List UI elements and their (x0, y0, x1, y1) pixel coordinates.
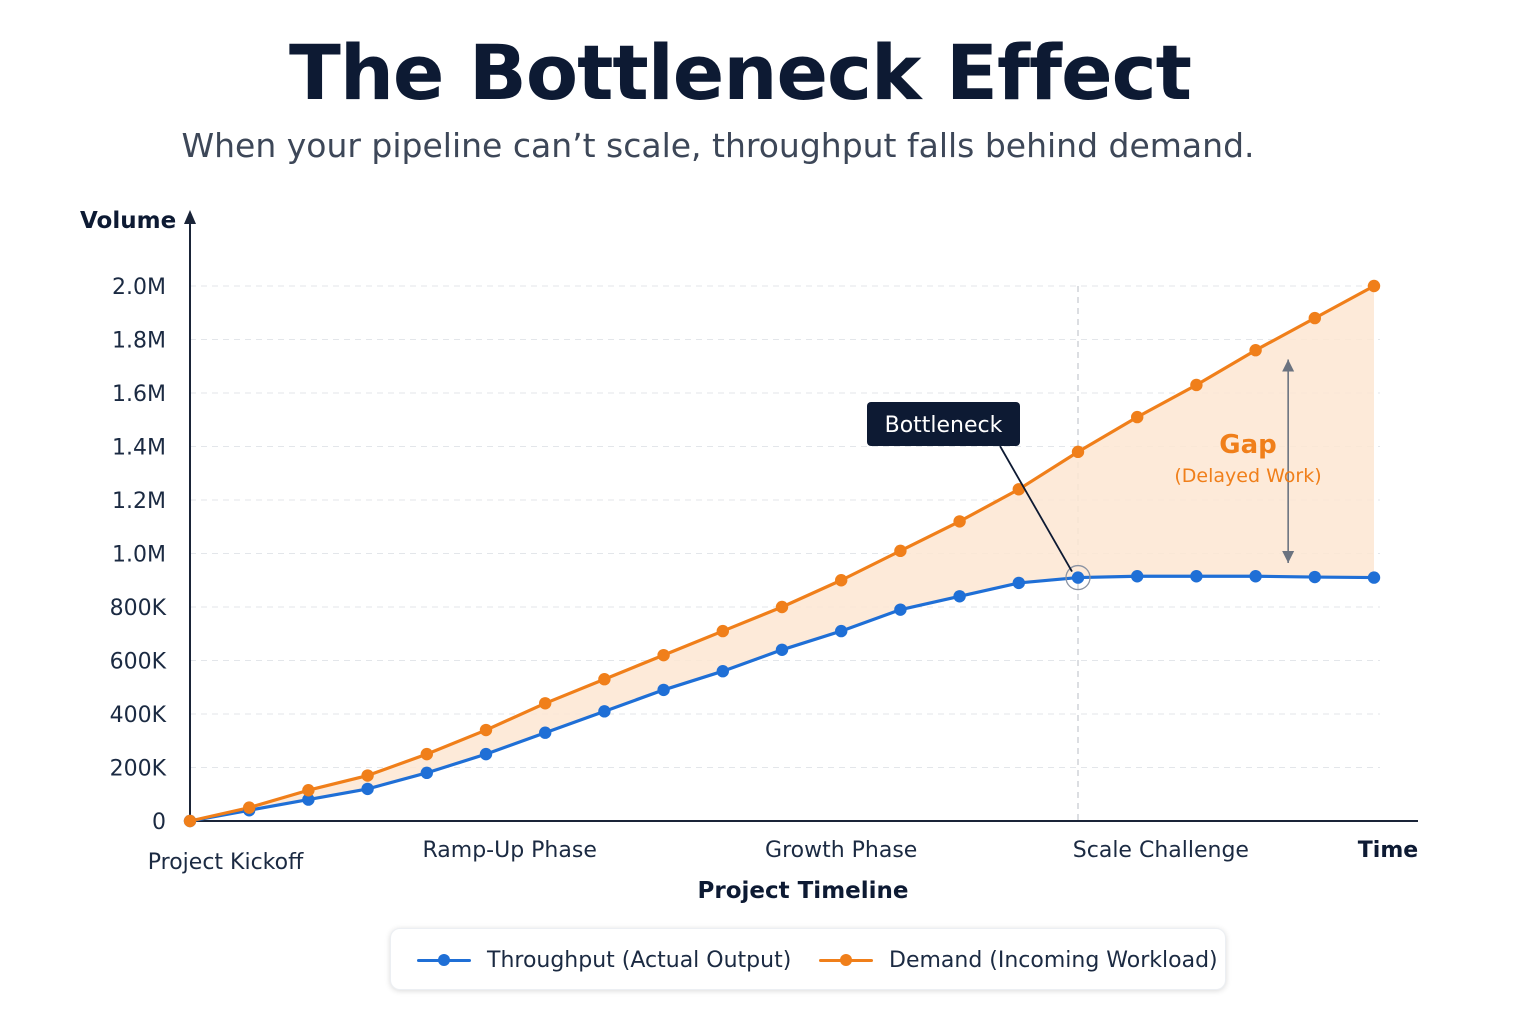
x-phase-label: Ramp-Up Phase (422, 838, 596, 863)
data-point-throughput (1308, 570, 1322, 584)
data-point-throughput (539, 726, 552, 739)
data-point-throughput (716, 665, 729, 678)
y-tick-label: 1.6M (112, 382, 166, 407)
y-tick-label: 600K (110, 650, 167, 675)
data-point-throughput (1367, 571, 1381, 584)
y-tick-label: 1.4M (112, 436, 166, 461)
y-tick-label: 1.2M (112, 489, 166, 514)
data-point-throughput (420, 766, 433, 780)
data-point-throughput (835, 624, 848, 638)
data-point-throughput (598, 705, 611, 718)
data-point-throughput (657, 683, 670, 697)
data-point-throughput (1190, 570, 1203, 583)
legend-label-demand: Demand (Incoming Workload) (889, 947, 1218, 973)
data-point-throughput (479, 747, 493, 761)
data-point-demand (420, 747, 433, 761)
legend-swatch-demand (819, 954, 873, 966)
bottleneck-highlight-ring (1065, 564, 1091, 591)
data-point-throughput (1012, 576, 1025, 590)
gap-sublabel: (Delayed Work) (1174, 465, 1321, 487)
x-phase-label: Scale Challenge (1073, 838, 1249, 863)
y-axis-arrow (184, 210, 196, 224)
data-point-demand (183, 814, 197, 828)
data-point-throughput (953, 590, 966, 603)
data-point-demand (1190, 378, 1203, 392)
chart-subtitle: When your pipeline can’t scale, throughp… (181, 126, 1255, 165)
chart-title: The Bottleneck Effect (288, 28, 1192, 117)
y-tick-label: 400K (110, 703, 167, 728)
y-axis-title: Volume (80, 208, 176, 234)
data-point-demand (894, 544, 907, 558)
y-tick-label: 2.0M (112, 275, 166, 300)
data-point-demand (1367, 279, 1381, 293)
y-tick-label: 800K (110, 596, 167, 621)
legend-label-throughput: Throughput (Actual Output) (487, 947, 792, 973)
legend-item-throughput: Throughput (Actual Output) (417, 929, 791, 991)
x-axis-end-label: Time (1358, 838, 1418, 863)
data-point-demand (1012, 483, 1025, 496)
data-point-demand (775, 600, 789, 614)
x-phase-label: Growth Phase (765, 838, 917, 863)
data-point-throughput (1249, 570, 1262, 583)
y-tick-label: 200K (110, 757, 167, 782)
data-point-demand (539, 697, 552, 710)
data-point-throughput (361, 782, 374, 796)
gap-arrow-head-bottom (1282, 551, 1295, 564)
legend-item-demand: Demand (Incoming Workload) (819, 929, 1218, 991)
x-axis-title: Project Timeline (698, 878, 909, 904)
data-point-demand (1308, 311, 1322, 325)
data-point-demand (243, 801, 256, 814)
gap-fill-layer (190, 286, 1374, 821)
data-point-throughput (894, 603, 907, 616)
data-point-demand (361, 769, 374, 782)
x-phase-label: Project Kickoff (148, 850, 304, 875)
gap-area (190, 286, 1374, 821)
y-tick-label: 1.0M (112, 543, 166, 568)
data-point-demand (1071, 445, 1085, 459)
data-point-demand (953, 515, 966, 528)
data-point-throughput (1131, 570, 1144, 583)
data-point-demand (302, 784, 315, 797)
label-layer: 0 200K 400K 600K 800K 1.0M 1.2M 1.4M 1.6M 1.8M 2.0… (80, 208, 1418, 904)
data-point-demand (1131, 410, 1144, 424)
data-point-demand (716, 624, 729, 638)
data-point-throughput (1071, 571, 1085, 584)
data-point-throughput (775, 643, 789, 656)
data-point-demand (835, 574, 848, 587)
data-point-demand (1249, 344, 1262, 357)
data-point-demand (657, 648, 670, 662)
bottleneck-callout-pointer (999, 445, 1073, 573)
data-point-throughput (302, 793, 315, 806)
bottleneck-callout-box (867, 402, 1020, 446)
bottleneck-callout-label: Bottleneck (885, 413, 1003, 438)
annotation-layer: Bottleneck Gap (Delayed Work) (867, 359, 1322, 591)
legend-swatch-throughput (417, 954, 471, 966)
axis-layer (184, 210, 1418, 822)
y-tick-label: 1.8M (112, 329, 166, 354)
data-point-demand (598, 673, 611, 686)
gap-arrow-head-top (1282, 359, 1295, 372)
gap-label: Gap (1219, 430, 1277, 460)
chart-legend: Throughput (Actual Output) Demand (Incom… (390, 928, 1226, 990)
series-layer (183, 279, 1381, 828)
data-point-demand (479, 723, 493, 737)
y-tick-label: 0 (152, 810, 166, 835)
